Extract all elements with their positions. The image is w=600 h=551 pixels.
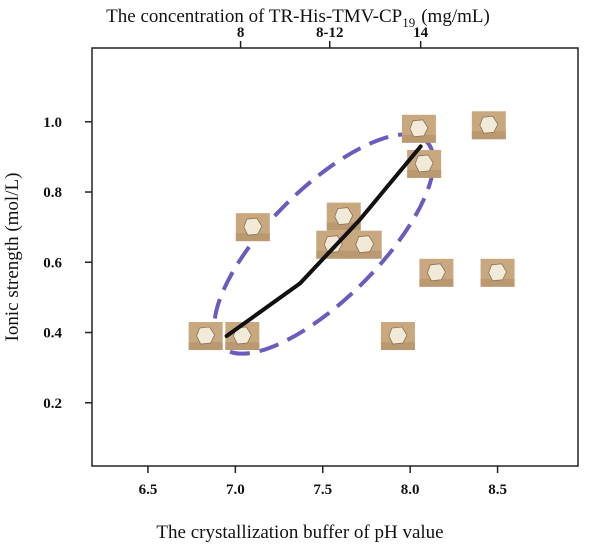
crystal xyxy=(243,217,263,236)
crystal-shade xyxy=(235,233,270,242)
y-tick-label: 0.2 xyxy=(43,396,62,412)
crystal xyxy=(409,119,429,138)
top-title-unit: (mg/mL) xyxy=(421,6,490,27)
crystal-marker xyxy=(480,258,515,287)
crystal xyxy=(488,263,508,282)
crystal-shade xyxy=(401,134,436,143)
crystal-marker xyxy=(326,202,361,231)
crystal-marker xyxy=(380,322,415,351)
crystal-shade xyxy=(347,250,382,259)
crystal xyxy=(414,154,434,173)
y-tick-label: 0.6 xyxy=(43,255,62,271)
crystal-marker xyxy=(235,213,270,242)
top-tick-label: 8 xyxy=(237,25,245,41)
x-tick-label: 7.5 xyxy=(313,482,332,498)
crystal-shade xyxy=(326,222,361,231)
crystal xyxy=(323,235,343,254)
plot-frame xyxy=(91,47,579,467)
crystal xyxy=(426,263,446,282)
crystal-marker xyxy=(419,258,454,287)
x-tick-label: 7.0 xyxy=(226,482,245,498)
crystal-marker xyxy=(471,111,506,140)
crystal xyxy=(334,207,354,226)
crystal-shade xyxy=(380,342,415,351)
crystal xyxy=(388,326,408,345)
crystal-shade xyxy=(225,342,260,351)
top-tick-label: 14 xyxy=(413,25,429,41)
crystal-marker xyxy=(188,322,223,351)
crystal xyxy=(479,115,499,134)
crystal-shade xyxy=(316,250,351,259)
crystal xyxy=(355,235,375,254)
y-axis-label: Ionic strength (mol/L) xyxy=(2,173,23,342)
crystal xyxy=(196,326,216,345)
x-axis-label: The crystallization buffer of pH value xyxy=(156,522,443,543)
x-tick-label: 6.5 xyxy=(139,482,158,498)
crystal-marker xyxy=(347,230,382,259)
y-tick-label: 0.8 xyxy=(43,185,62,201)
crystal-shade xyxy=(480,278,515,287)
x-tick-label: 8.5 xyxy=(488,482,507,498)
crystal-shade xyxy=(188,342,223,351)
fit-curve xyxy=(224,144,423,339)
y-tick-label: 1.0 xyxy=(43,115,62,131)
crystal-shade xyxy=(407,169,442,178)
crystal-shade xyxy=(419,278,454,287)
top-tick-label: 8-12 xyxy=(316,25,344,41)
crystal-marker xyxy=(401,114,436,143)
y-tick-label: 0.4 xyxy=(43,326,62,342)
crystal xyxy=(232,326,252,345)
top-title: The concentration of TR-His-TMV-CP19 (mg/… xyxy=(106,6,490,30)
top-title-sub: 19 xyxy=(402,15,415,30)
top-title-main: The concentration of TR-His-TMV-CP xyxy=(106,6,402,27)
x-tick-label: 8.0 xyxy=(401,482,420,498)
crystal-shade xyxy=(471,131,506,140)
